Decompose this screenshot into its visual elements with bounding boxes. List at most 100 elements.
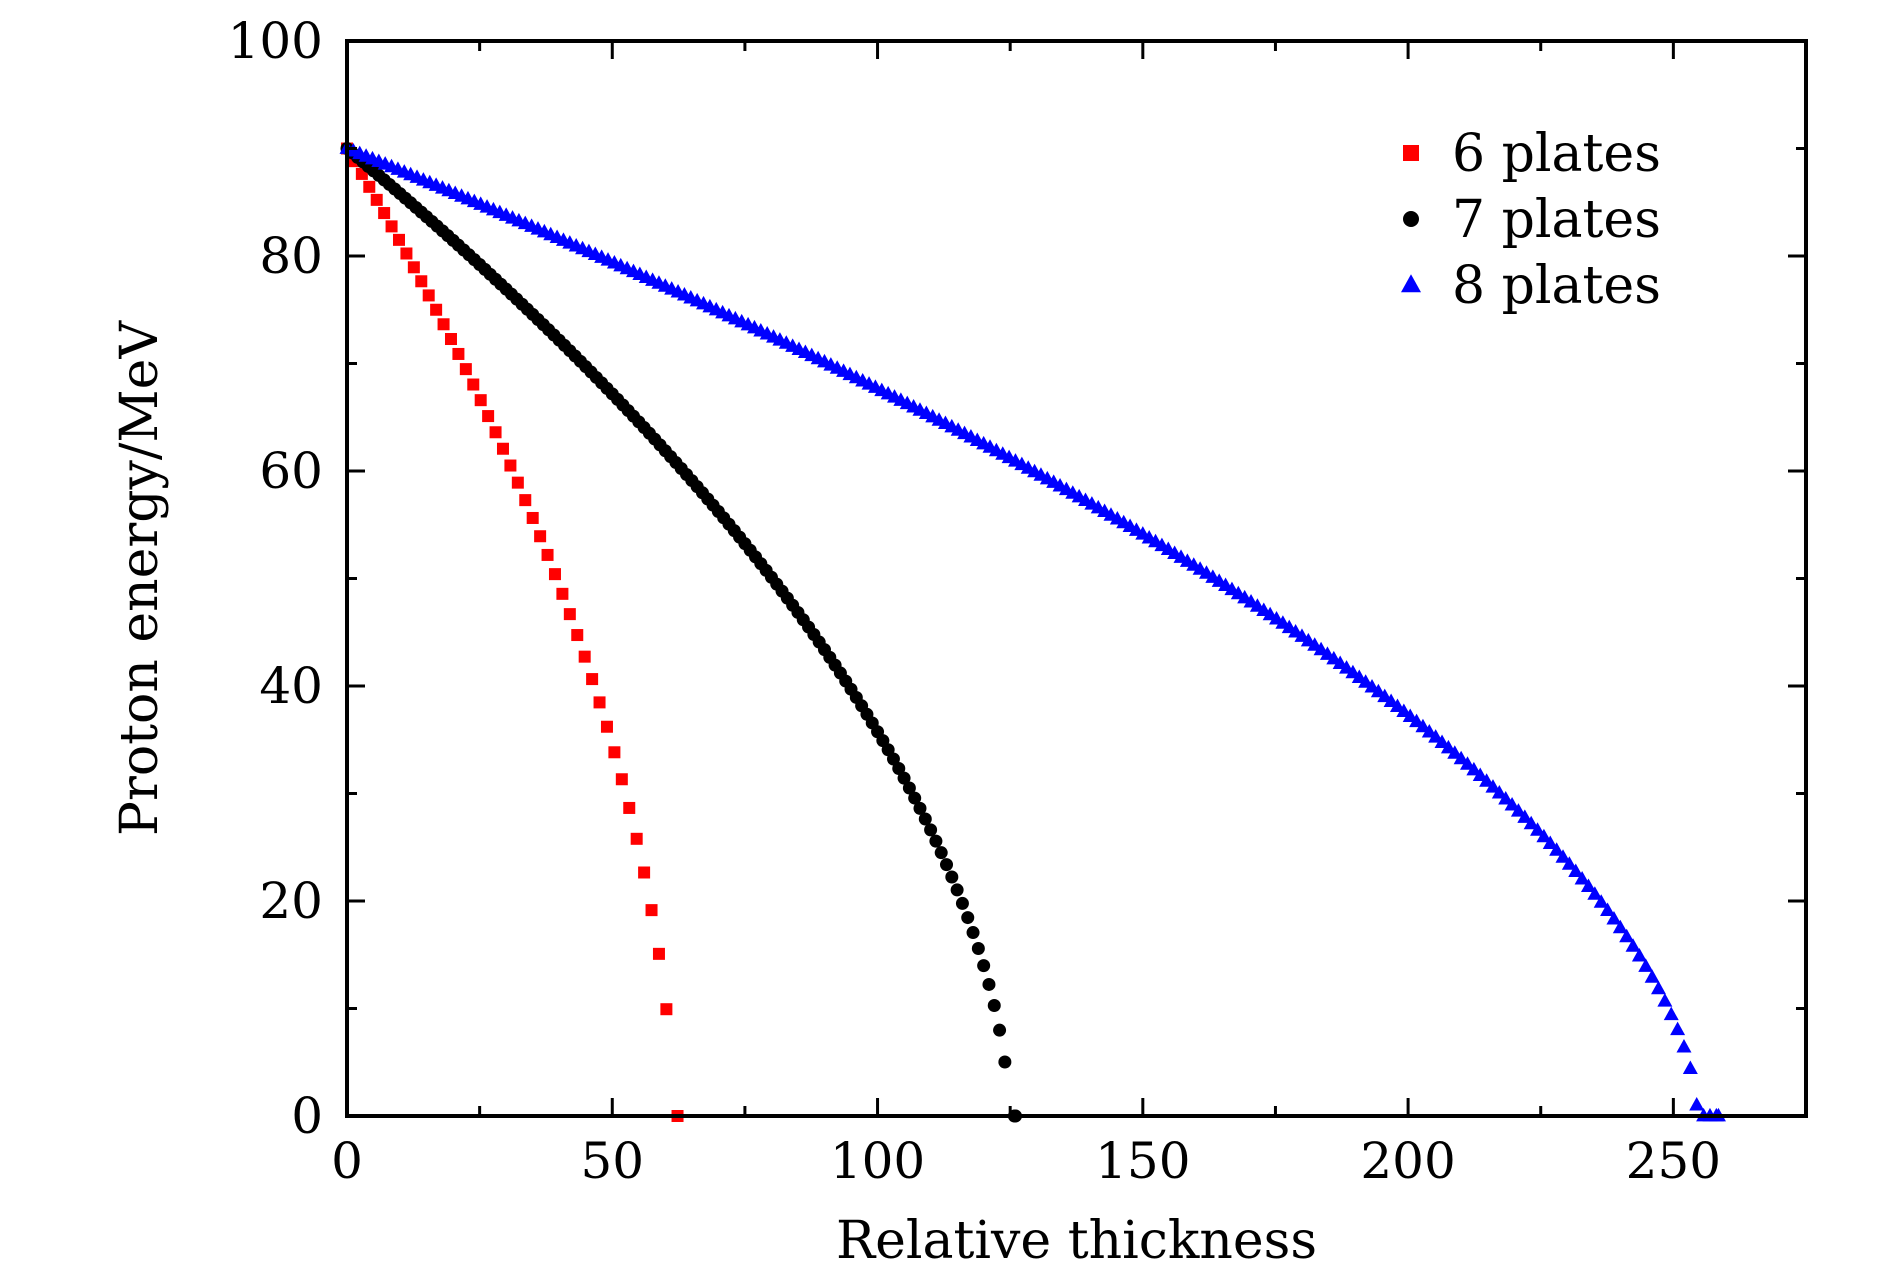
data-point xyxy=(1657,993,1673,1007)
data-point xyxy=(1612,919,1628,934)
data-point xyxy=(1542,835,1558,849)
x-tick-label: 150 xyxy=(1095,1132,1190,1190)
data-point xyxy=(924,823,938,837)
data-point xyxy=(600,720,613,733)
data-point xyxy=(1663,1006,1679,1021)
data-point xyxy=(918,812,932,826)
data-marks xyxy=(339,140,1726,1123)
data-point xyxy=(982,977,996,991)
data-point xyxy=(623,801,636,814)
x-tick-label: 200 xyxy=(1360,1132,1455,1190)
data-point xyxy=(415,275,428,288)
data-point xyxy=(652,947,665,960)
data-point xyxy=(578,650,591,663)
series-7-plates xyxy=(340,142,1022,1123)
y-tick-label: 60 xyxy=(259,442,323,500)
x-tick-label: 100 xyxy=(830,1132,925,1190)
data-point xyxy=(908,791,922,805)
legend-label: 8 plates xyxy=(1452,256,1661,316)
x-tick-label: 250 xyxy=(1626,1132,1721,1190)
data-point xyxy=(1472,767,1488,782)
data-point xyxy=(897,771,911,785)
y-tick-label: 80 xyxy=(259,227,323,285)
data-point xyxy=(1517,809,1533,823)
data-point xyxy=(961,911,975,925)
data-point xyxy=(556,587,569,600)
data-point xyxy=(993,1023,1007,1037)
data-point xyxy=(1549,842,1565,856)
data-point xyxy=(430,303,443,316)
data-point xyxy=(1510,803,1526,817)
data-point xyxy=(444,333,457,346)
data-point xyxy=(1485,779,1501,793)
data-point xyxy=(1523,815,1539,830)
data-point xyxy=(934,846,948,860)
legend-marker-square xyxy=(1403,145,1419,161)
data-point xyxy=(593,696,606,709)
data-point xyxy=(971,941,985,955)
data-point xyxy=(563,608,576,621)
data-point xyxy=(929,834,943,848)
data-point xyxy=(1568,863,1584,878)
data-point xyxy=(1625,938,1641,952)
data-point xyxy=(608,746,621,759)
data-point xyxy=(1530,822,1546,836)
data-point xyxy=(940,858,954,872)
data-point xyxy=(1536,828,1552,843)
data-point xyxy=(385,220,398,233)
data-point xyxy=(1689,1096,1705,1111)
data-point xyxy=(519,494,532,507)
legend-label: 7 plates xyxy=(1452,190,1661,250)
y-tick-label: 20 xyxy=(259,872,323,930)
legend-marker-circle xyxy=(1403,211,1419,227)
data-point xyxy=(660,1003,673,1016)
data-point xyxy=(638,866,651,879)
data-point xyxy=(504,459,517,472)
data-point xyxy=(586,673,599,686)
tick-labels: 0 50 100 150 200 250 0 20 40 60 80 100 xyxy=(228,12,1722,1190)
data-point xyxy=(977,959,991,973)
x-tick-label: 0 xyxy=(331,1132,363,1190)
data-point xyxy=(467,378,480,391)
data-point xyxy=(950,883,964,897)
data-point xyxy=(541,548,554,561)
data-point xyxy=(987,999,1001,1013)
data-point xyxy=(496,442,509,455)
axis-ticks xyxy=(345,39,1808,1118)
data-point xyxy=(1504,797,1520,811)
data-point xyxy=(1676,1038,1692,1053)
data-point xyxy=(474,394,487,407)
data-point xyxy=(1593,894,1609,908)
data-point xyxy=(526,511,539,524)
data-point xyxy=(534,530,547,543)
data-point xyxy=(630,832,643,845)
data-point xyxy=(615,773,628,786)
data-point xyxy=(955,896,969,910)
series-6-plates xyxy=(341,142,684,1122)
data-point xyxy=(1619,928,1635,943)
data-point xyxy=(489,426,502,439)
y-axis-label: Proton energy/MeV xyxy=(110,320,170,836)
data-point xyxy=(1682,1060,1698,1074)
x-axis-label: Relative thickness xyxy=(836,1211,1317,1271)
data-point xyxy=(1561,856,1577,870)
data-point xyxy=(571,629,584,642)
data-point xyxy=(1498,790,1514,805)
data-point xyxy=(407,261,420,274)
y-tick-label: 0 xyxy=(291,1087,323,1145)
data-point xyxy=(1453,750,1469,765)
y-tick-label: 100 xyxy=(228,12,323,70)
data-point xyxy=(459,363,472,376)
data-point xyxy=(892,761,906,775)
data-point xyxy=(1580,878,1596,893)
data-point xyxy=(363,180,376,193)
data-point xyxy=(482,410,495,423)
data-point xyxy=(422,289,435,302)
legend-label: 6 plates xyxy=(1452,124,1661,184)
data-point xyxy=(437,318,450,331)
legend-marker-triangle xyxy=(1401,274,1421,293)
data-point xyxy=(1555,849,1571,863)
data-point xyxy=(1574,870,1590,885)
